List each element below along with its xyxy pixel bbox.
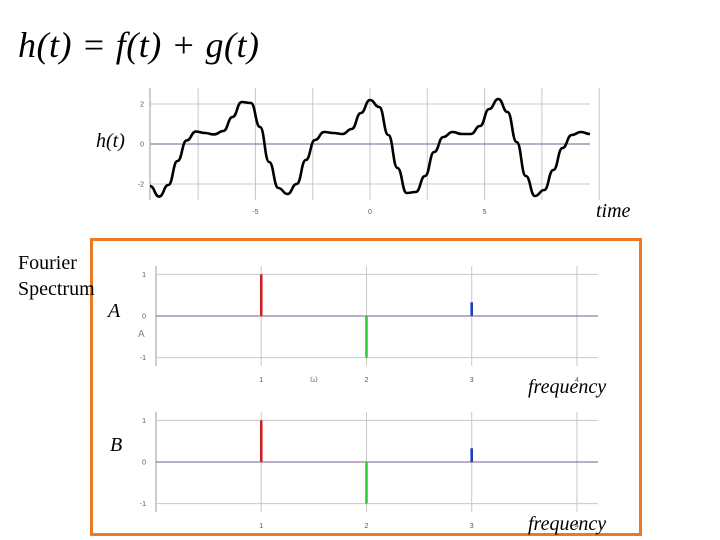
x-tick-label: 0 [368, 209, 372, 216]
x-tick-label: 3 [470, 523, 474, 530]
y-tick-label: 1 [142, 272, 146, 279]
x-tick-label: 5 [483, 209, 487, 216]
x-axis-title: ω [310, 374, 318, 385]
y-axis-title: A [138, 329, 145, 340]
h-axis-label: h(t) [96, 130, 125, 152]
y-tick-label: 2 [140, 102, 144, 109]
fourier-spectrum-label: Fourier Spectrum [18, 250, 95, 302]
spectrum-frame [90, 238, 642, 536]
x-tick-label: 3 [470, 377, 474, 384]
spectrum-b-plot: 1 2 3 4 1 0 -1 [140, 412, 598, 530]
y-tick-label: 1 [142, 418, 146, 425]
x-tick-label: 1 [259, 377, 263, 384]
frequency-label-b: frequency [528, 513, 607, 535]
x-tick-label: 4 [575, 377, 579, 384]
fourier-label-line2: Spectrum [18, 278, 95, 300]
time-domain-plot: 2 0 -2 -5 0 5 [138, 88, 600, 216]
x-tick-label: 2 [365, 523, 369, 530]
spectrum-a-plot: 1 2 3 4 1 0 -1 Aω [138, 266, 598, 385]
x-tick-label: 2 [365, 377, 369, 384]
x-tick-label: 1 [259, 523, 263, 530]
panel-b-label: B [110, 434, 123, 456]
frequency-label-a: frequency [528, 376, 607, 398]
time-signal-line [149, 97, 591, 198]
y-tick-label: 0 [142, 460, 146, 467]
y-tick-label: -1 [140, 501, 146, 508]
time-axis-label: time [596, 200, 631, 222]
y-tick-label: 0 [140, 142, 144, 149]
equation-title: h(t) = f(t) + g(t) [18, 25, 260, 65]
fourier-label-line1: Fourier [18, 252, 77, 274]
y-tick-label: 0 [142, 314, 146, 321]
x-tick-label: 4 [575, 523, 579, 530]
x-tick-label: -5 [252, 209, 258, 216]
y-tick-label: -1 [140, 355, 146, 362]
panel-a-label: A [108, 300, 121, 322]
y-tick-label: -2 [138, 182, 144, 189]
